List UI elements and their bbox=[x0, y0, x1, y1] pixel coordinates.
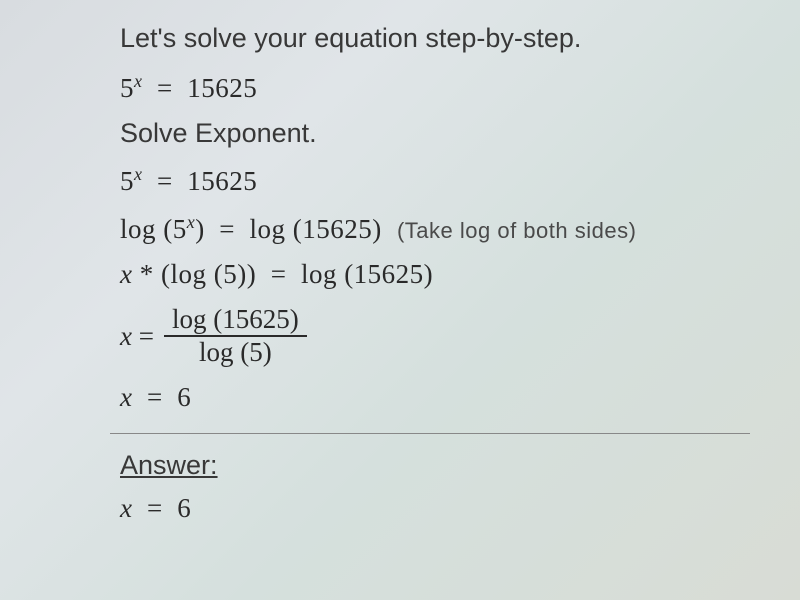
answer-result: x = 6 bbox=[120, 495, 800, 522]
step2-lhs-exp: x bbox=[187, 212, 196, 232]
step2: log (5x) = log (15625) (Take log of both… bbox=[120, 213, 800, 243]
step1-base: 5 bbox=[120, 166, 134, 196]
result-eq: = bbox=[147, 493, 163, 523]
answer-label: Answer: bbox=[120, 452, 800, 479]
section-divider bbox=[110, 433, 750, 434]
step5-val: 6 bbox=[177, 382, 191, 412]
step5: x = 6 bbox=[120, 384, 800, 411]
step4-eq: = bbox=[139, 323, 154, 350]
original-equation: 5x = 15625 bbox=[120, 72, 800, 102]
step3-eq: = bbox=[271, 259, 287, 289]
step3-rhs: log (15625) bbox=[301, 259, 433, 289]
result-x: x bbox=[120, 493, 132, 523]
step5-x: x bbox=[120, 382, 132, 412]
step4-fraction: log (15625) log (5) bbox=[164, 306, 307, 366]
step2-note: (Take log of both sides) bbox=[397, 218, 636, 243]
step2-lhs-open: log (5 bbox=[120, 214, 187, 244]
eq-equals: = bbox=[157, 73, 173, 103]
eq-value: 15625 bbox=[187, 73, 257, 103]
step3-x: x bbox=[120, 259, 132, 289]
eq-base: 5 bbox=[120, 73, 134, 103]
step1-val: 15625 bbox=[187, 166, 257, 196]
solution-content: Let's solve your equation step-by-step. … bbox=[120, 25, 800, 522]
intro-text: Let's solve your equation step-by-step. bbox=[120, 25, 800, 52]
step2-lhs-close: ) bbox=[195, 214, 205, 244]
step1-eq: = bbox=[157, 166, 173, 196]
step3: x * (log (5)) = log (15625) bbox=[120, 261, 800, 288]
solve-exponent-label: Solve Exponent. bbox=[120, 120, 800, 147]
step5-eq: = bbox=[147, 382, 163, 412]
step1: 5x = 15625 bbox=[120, 165, 800, 195]
step3-mult: * (log (5)) bbox=[132, 259, 256, 289]
step2-eq: = bbox=[219, 214, 235, 244]
result-val: 6 bbox=[177, 493, 191, 523]
step4-x: x bbox=[120, 323, 132, 350]
eq-exponent: x bbox=[134, 71, 143, 91]
step4: x = log (15625) log (5) bbox=[120, 306, 800, 366]
step4-denominator: log (5) bbox=[191, 337, 280, 366]
step4-numerator: log (15625) bbox=[164, 306, 307, 337]
step2-rhs: log (15625) bbox=[249, 214, 381, 244]
step1-exp: x bbox=[134, 164, 143, 184]
